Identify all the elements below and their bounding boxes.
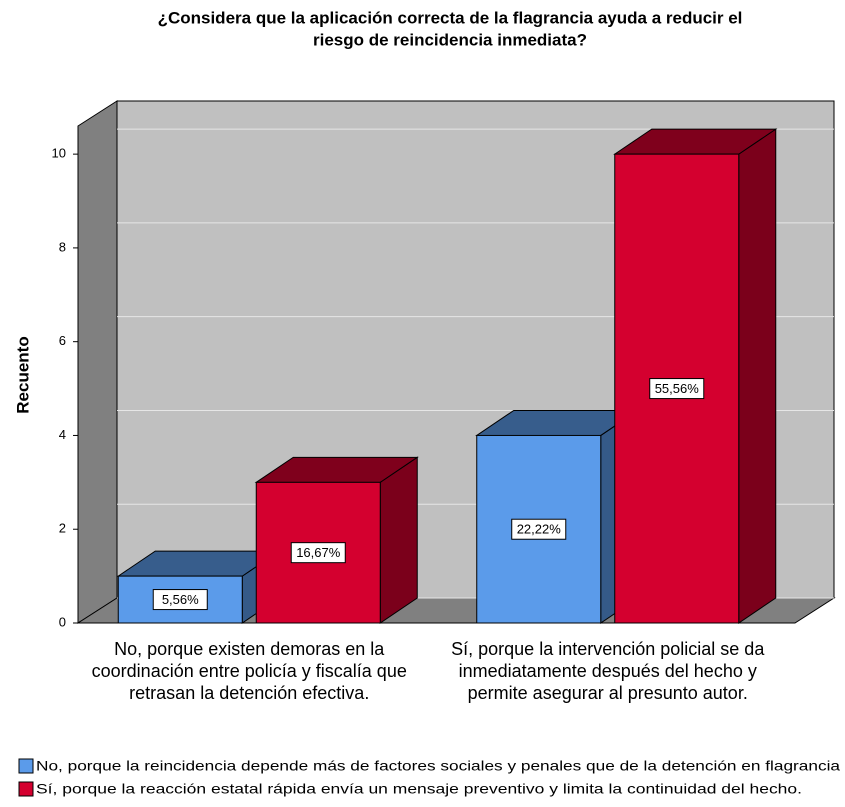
data-label-box bbox=[511, 518, 567, 540]
legend-swatch bbox=[18, 781, 34, 797]
x-tick-label: coordinación entre policía y fiscalía qu… bbox=[92, 661, 407, 681]
x-tick-label: Sí, porque la intervención policial se d… bbox=[451, 639, 765, 659]
y-tick-label: 2 bbox=[59, 521, 66, 536]
left-wall bbox=[77, 100, 118, 624]
data-label: 5,56% bbox=[162, 592, 199, 607]
y-tick-label: 0 bbox=[59, 614, 66, 629]
x-tick-label: inmediatamente después del hecho y bbox=[459, 661, 757, 681]
bar-side bbox=[379, 456, 418, 624]
legend-label: No, porque la reincidencia depende más d… bbox=[36, 758, 840, 774]
y-axis-title: Recuento bbox=[13, 336, 32, 413]
legend-label: Sí, porque la reacción estatal rápida en… bbox=[36, 781, 802, 797]
bar-side bbox=[738, 128, 777, 624]
x-tick-label: permite asegurar al presunto autor. bbox=[468, 683, 748, 703]
x-tick-label: No, porque existen demoras en la bbox=[114, 639, 385, 659]
y-tick-label: 6 bbox=[59, 333, 66, 348]
data-label-box bbox=[649, 378, 705, 400]
data-label-box bbox=[152, 589, 208, 611]
chart-title: riesgo de reincidencia inmediata? bbox=[313, 30, 587, 49]
data-label: 55,56% bbox=[655, 381, 700, 396]
data-label: 16,67% bbox=[296, 545, 341, 560]
data-label-box bbox=[290, 542, 346, 564]
y-tick-label: 4 bbox=[59, 427, 66, 442]
x-tick-label: retrasan la detención efectiva. bbox=[129, 683, 369, 703]
chart-title: ¿Considera que la aplicación correcta de… bbox=[158, 8, 743, 27]
y-tick-label: 8 bbox=[59, 239, 66, 254]
legend-swatch bbox=[18, 758, 34, 774]
y-tick-label: 10 bbox=[52, 146, 66, 161]
data-label: 22,22% bbox=[517, 522, 562, 537]
